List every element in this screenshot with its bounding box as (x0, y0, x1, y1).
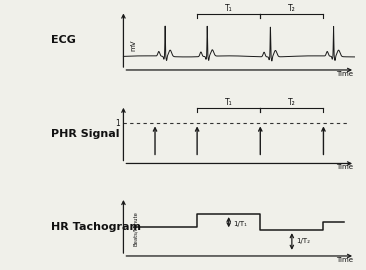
Text: T₂: T₂ (288, 98, 296, 107)
Text: mV: mV (131, 40, 137, 51)
Text: PHR Signal: PHR Signal (51, 129, 119, 139)
Text: HR Tachogram: HR Tachogram (51, 222, 141, 232)
Text: T₁: T₁ (225, 4, 232, 13)
Text: Time: Time (336, 71, 353, 77)
Text: 1/T₁: 1/T₁ (233, 221, 247, 227)
Text: 1: 1 (116, 119, 120, 128)
Text: T₂: T₂ (288, 4, 296, 13)
Text: T₁: T₁ (225, 98, 232, 107)
Text: 1/T₂: 1/T₂ (296, 238, 310, 245)
Text: Time: Time (336, 164, 353, 170)
Text: Time: Time (336, 256, 353, 263)
Text: Beats/Minute: Beats/Minute (133, 211, 138, 246)
Text: ECG: ECG (51, 35, 75, 45)
